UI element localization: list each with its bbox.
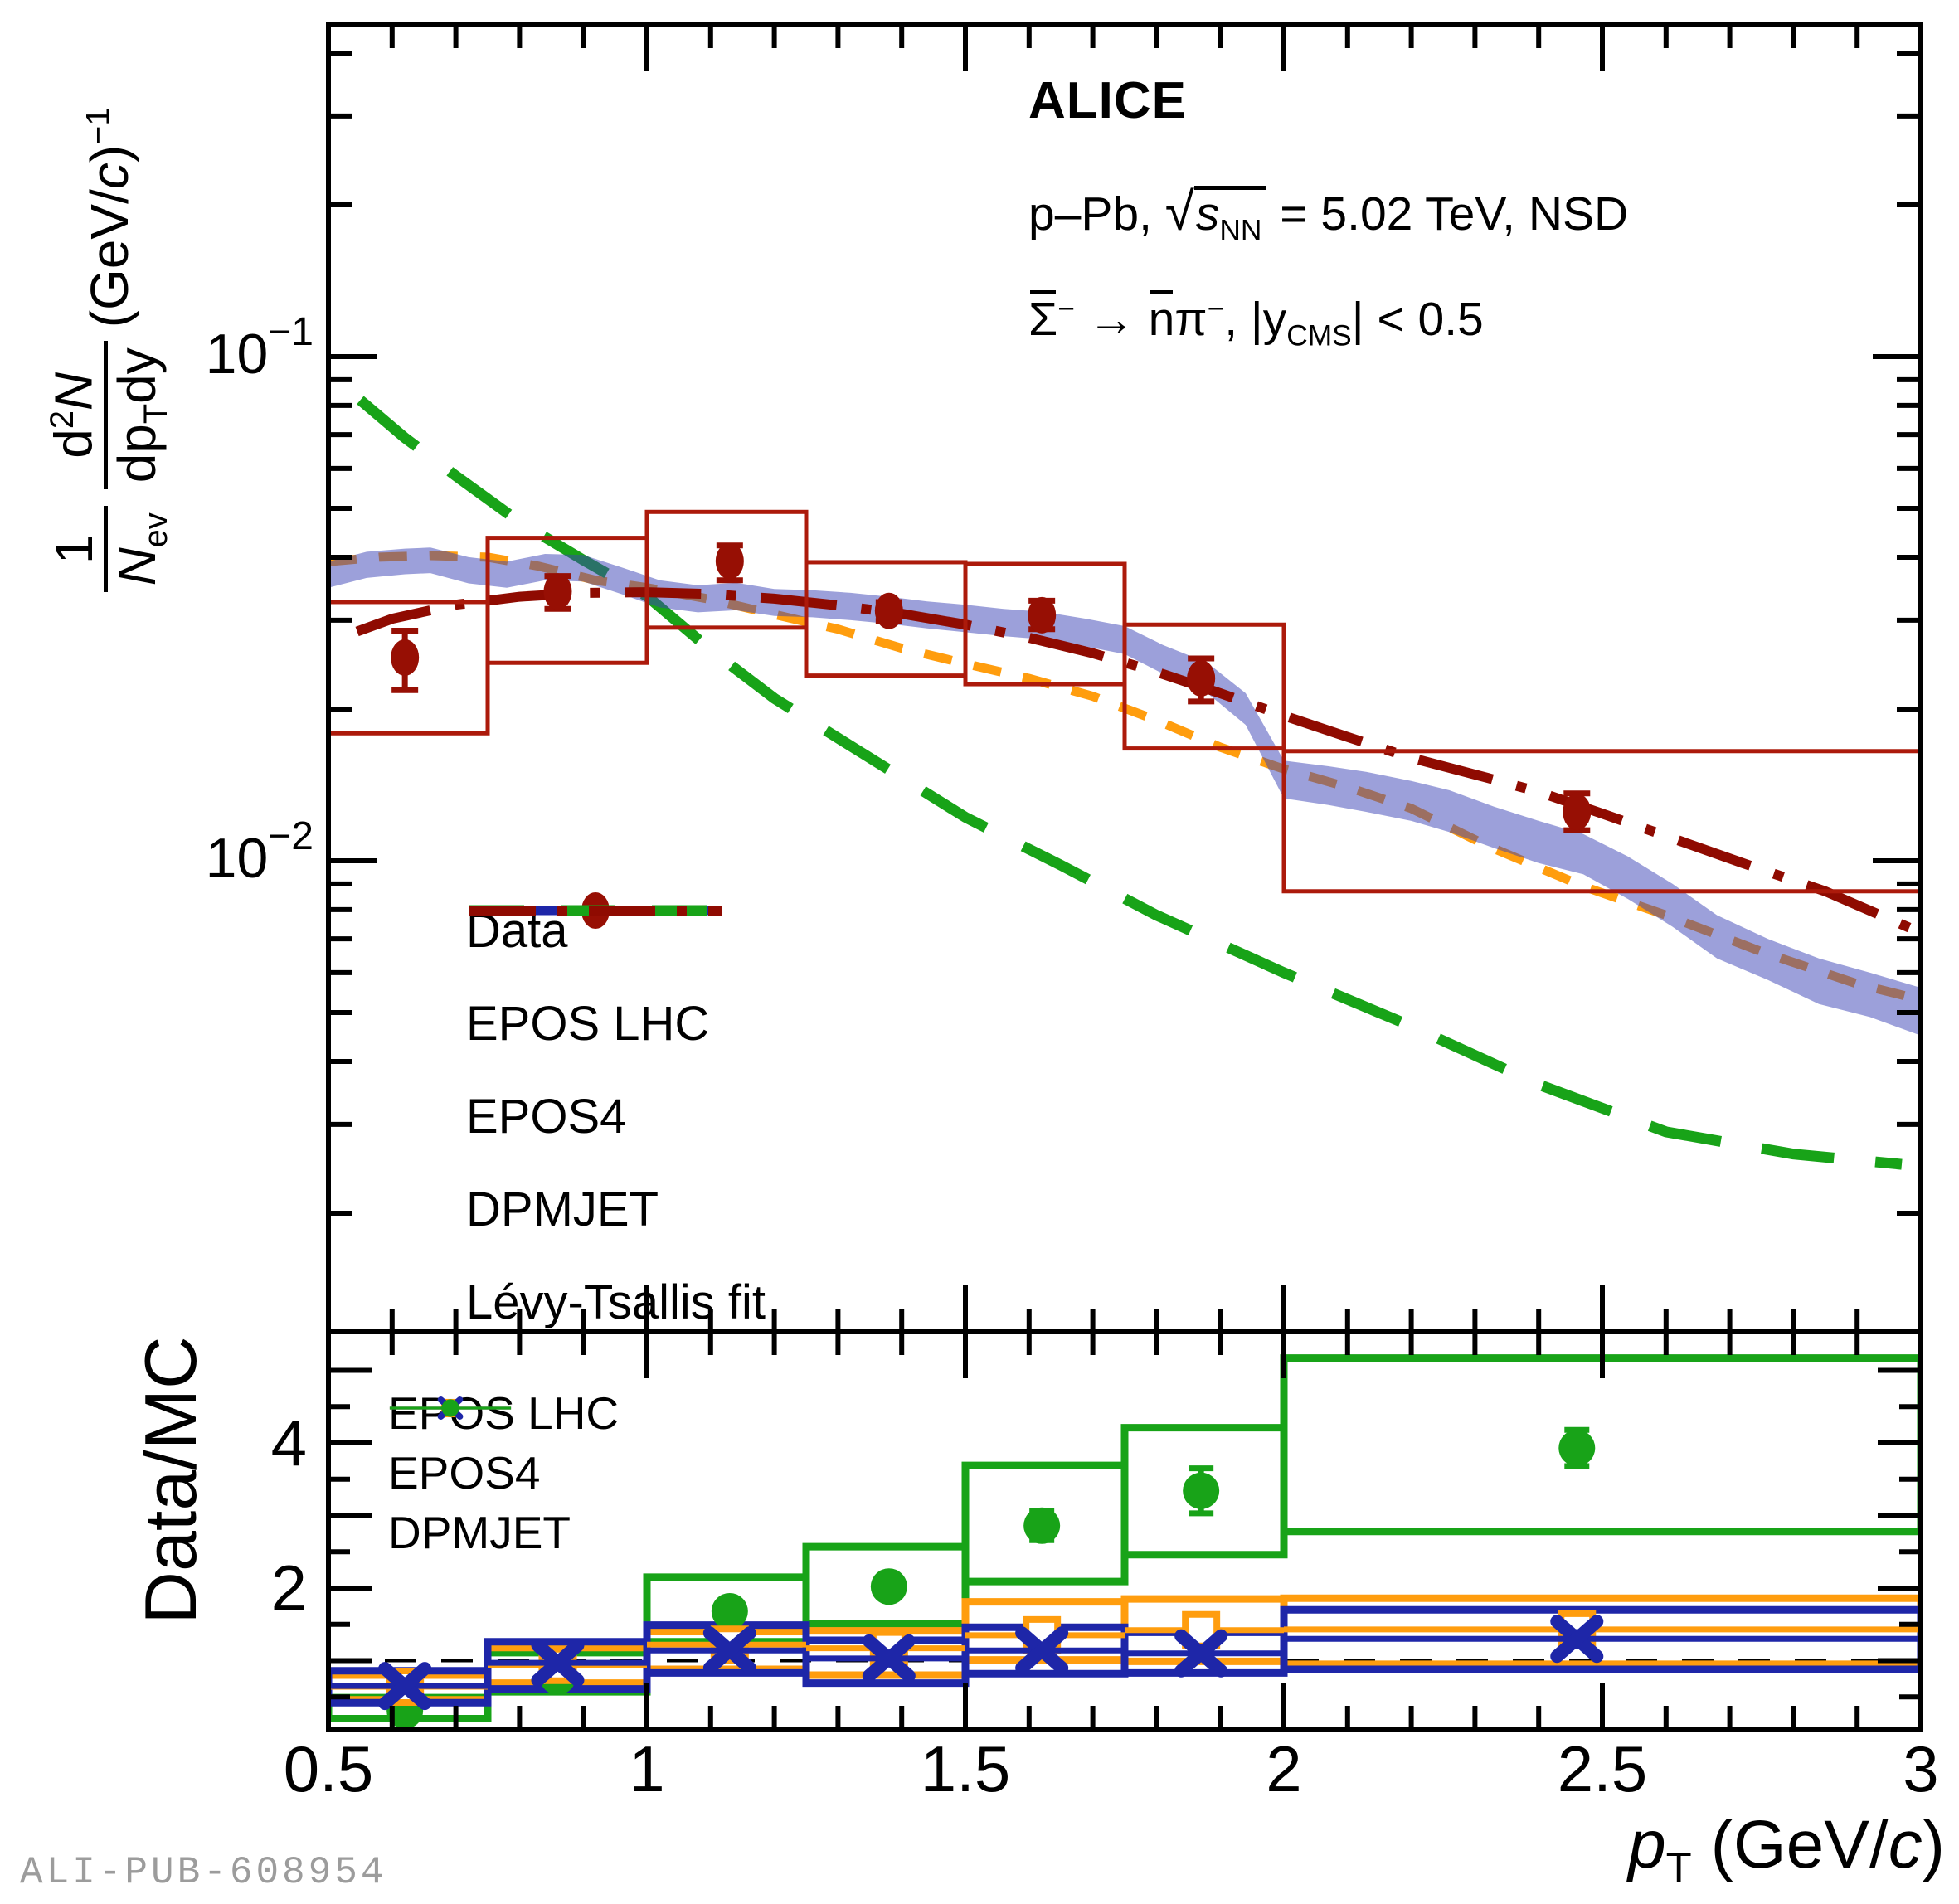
y-tick-label: 10−2 (206, 814, 314, 890)
data-point-marker (1187, 660, 1216, 697)
data-sys-box (1281, 749, 1921, 894)
x-tick-label: 1.5 (921, 1732, 1010, 1805)
ratio-tick-label: 2 (271, 1552, 307, 1625)
data-sys-box (1122, 622, 1286, 751)
x-tick-label: 1 (629, 1732, 664, 1805)
dpmjet-ratio-marker (870, 1568, 907, 1605)
x-tick-label: 0.5 (284, 1732, 373, 1805)
levy-tsallis-fit-curve (355, 587, 1921, 938)
data-sys-box (328, 600, 490, 736)
y-tick-label: 10−1 (206, 310, 314, 386)
data-point-marker (874, 592, 903, 629)
ratio-panel (328, 1354, 1921, 1729)
dpmjet-ratio-marker (1558, 1430, 1596, 1467)
data-point-marker (1028, 596, 1057, 634)
data-point-marker (715, 542, 744, 580)
ratio-tick-label: 4 (271, 1406, 307, 1479)
data-point-marker (1563, 794, 1592, 831)
dpmjet-ratio-marker (711, 1593, 748, 1630)
tick-labels: 0.5 1 1.5 2 2.5 3 10−1 10−2 2 4 (206, 310, 1939, 1805)
dpmjet-curve (357, 396, 1903, 1170)
x-tick-label: 2.5 (1558, 1732, 1647, 1805)
spectrum-panel (328, 396, 1921, 1170)
data-point-marker (543, 573, 572, 610)
ratio-frame (326, 1329, 1923, 1732)
x-tick-label: 3 (1903, 1732, 1938, 1805)
dpmjet-ratio-marker (1023, 1507, 1061, 1544)
x-tick-label: 2 (1266, 1732, 1301, 1805)
dpmjet-ratio-marker (1183, 1472, 1220, 1509)
axis-ticks (326, 25, 1923, 1729)
data-point-marker (391, 639, 420, 676)
